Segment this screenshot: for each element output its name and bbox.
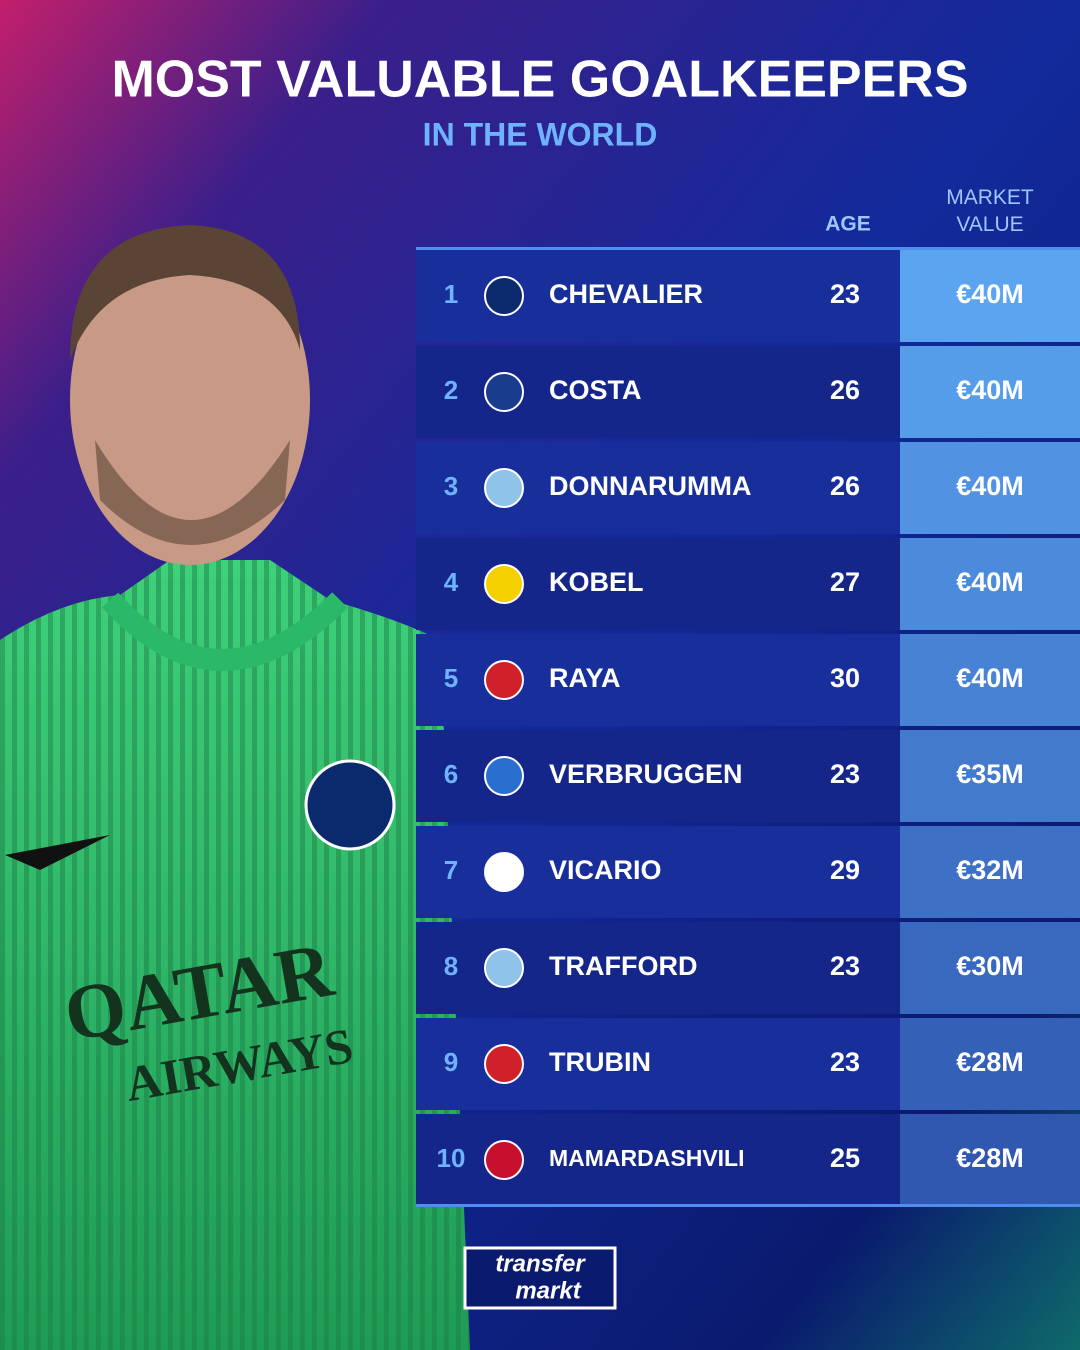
logo: transfer markt <box>463 1246 617 1310</box>
rank: 8 <box>444 951 458 981</box>
player-name: VICARIO <box>549 855 662 885</box>
value-cell <box>900 538 1080 630</box>
age: 23 <box>830 759 860 789</box>
rank: 10 <box>437 1143 466 1173</box>
club-badge <box>484 852 524 892</box>
column-header: MARKET VALUE <box>946 186 1034 236</box>
value-cell <box>900 250 1080 342</box>
market-value: €28M <box>956 1047 1024 1077</box>
title: MOST VALUABLE GOALKEEPERS <box>111 51 968 109</box>
club-badge <box>484 756 524 796</box>
age: 23 <box>830 951 860 981</box>
market-value: €40M <box>956 567 1024 597</box>
market-value: €30M <box>956 951 1024 981</box>
rank: 5 <box>444 663 458 693</box>
logo-text: markt <box>515 1277 581 1304</box>
rank: 6 <box>444 759 458 789</box>
market-value: €40M <box>956 375 1024 405</box>
value-cell <box>900 1114 1080 1206</box>
value-cell <box>900 346 1080 438</box>
value-cell <box>900 730 1080 822</box>
club-badge <box>484 372 524 412</box>
market-value: €28M <box>956 1143 1024 1173</box>
market-value: €40M <box>956 279 1024 309</box>
player-name: RAYA <box>549 663 621 693</box>
club-badge <box>484 1044 524 1084</box>
rank: 2 <box>444 375 458 405</box>
market-value: €32M <box>956 855 1024 885</box>
age: 23 <box>830 279 860 309</box>
player-name: COSTA <box>549 375 642 405</box>
age: 26 <box>830 471 860 501</box>
table-top-rule <box>416 247 1080 250</box>
player-name: KOBEL <box>549 567 644 597</box>
rank: 1 <box>444 279 458 309</box>
column-header: AGE <box>825 213 871 236</box>
rank: 9 <box>444 1047 458 1077</box>
age: 25 <box>830 1143 860 1173</box>
player-name: TRUBIN <box>549 1047 651 1077</box>
rank: 7 <box>444 855 458 885</box>
table-body: 1 CHEVALIER 23 €40M 2 COSTA 26 €40M 3 DONNARUMMA 2… <box>416 250 1080 1206</box>
market-value: €35M <box>956 759 1024 789</box>
player-name: CHEVALIER <box>549 279 703 309</box>
logo-text: transfer <box>495 1250 586 1277</box>
club-badge <box>484 948 524 988</box>
value-cell <box>900 1018 1080 1110</box>
club-badge <box>484 660 524 700</box>
player-name: DONNARUMMA <box>549 471 751 501</box>
age: 29 <box>830 855 860 885</box>
value-cell <box>900 442 1080 534</box>
club-badge <box>484 468 524 508</box>
market-value: €40M <box>956 471 1024 501</box>
value-cell <box>900 826 1080 918</box>
age: 30 <box>830 663 860 693</box>
table-bottom-rule <box>416 1204 1080 1207</box>
value-cell <box>900 922 1080 1014</box>
player-photo: QATAR AIRWAYS <box>0 225 470 1350</box>
player-name: MAMARDASHVILI <box>549 1145 745 1171</box>
column-header-box: MARKET VALUE <box>946 186 1034 236</box>
age: 23 <box>830 1047 860 1077</box>
age: 27 <box>830 567 860 597</box>
market-value: €40M <box>956 663 1024 693</box>
rank: 4 <box>444 567 459 597</box>
club-badge <box>484 1140 524 1180</box>
club-badge <box>484 564 524 604</box>
rank: 3 <box>444 471 458 501</box>
club-badge <box>484 276 524 316</box>
subtitle: IN THE WORLD <box>423 116 658 152</box>
player-name: VERBRUGGEN <box>549 759 743 789</box>
player-name: TRAFFORD <box>549 951 697 981</box>
age: 26 <box>830 375 860 405</box>
value-cell <box>900 634 1080 726</box>
